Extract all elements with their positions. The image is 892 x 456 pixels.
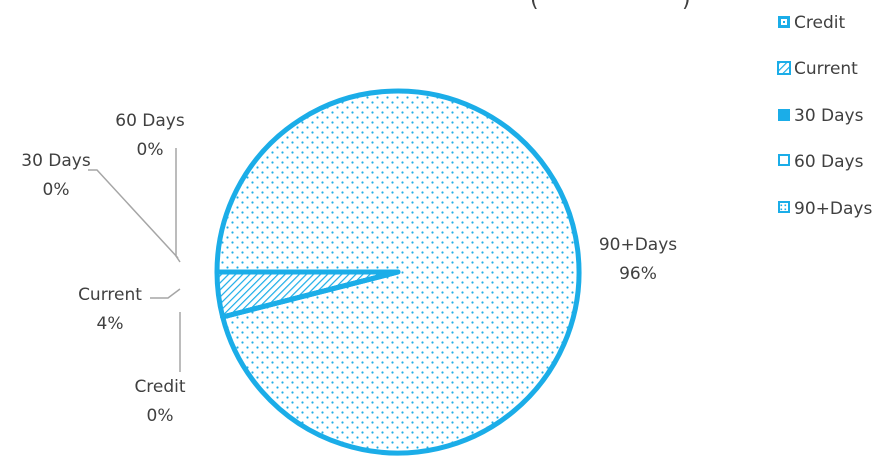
data-label-credit-name: Credit <box>134 377 185 397</box>
data-label-90-days-name: 90+Days <box>599 235 677 255</box>
data-label-current-name: Current <box>78 285 142 305</box>
chart-title-fragment-close: ) <box>682 0 691 12</box>
legend-swatch-30-days <box>778 109 790 121</box>
data-label-90-days-pct: 96% <box>619 264 657 284</box>
legend-item-60-days: 60 Days <box>778 152 864 172</box>
legend-item-90-days: 90+Days <box>778 199 872 219</box>
legend: Credit Current 30 Days 60 Days 90+Days <box>777 13 872 219</box>
legend-item-30-days: 30 Days <box>778 106 864 126</box>
pie-slice-credit <box>220 269 401 320</box>
legend-item-current: Current <box>777 59 858 79</box>
legend-label-credit: Credit <box>794 13 845 33</box>
data-label-60-days-pct: 0% <box>137 140 164 160</box>
legend-label-90-days: 90+Days <box>794 199 872 219</box>
data-label-current-pct: 4% <box>97 314 124 334</box>
data-label-30-days-name: 30 Days <box>21 151 91 171</box>
leader-line-60-days <box>175 148 181 263</box>
data-label-30-days-pct: 0% <box>43 180 70 200</box>
legend-label-current: Current <box>794 59 858 79</box>
legend-item-credit: Credit <box>778 13 845 33</box>
chart-title-fragment: ( <box>530 0 539 12</box>
legend-swatch-60-days <box>778 154 790 166</box>
leader-line-30-days <box>88 169 179 259</box>
legend-swatch-current <box>777 61 791 75</box>
data-label-60-days-name: 60 Days <box>115 111 185 131</box>
legend-swatch-90-days <box>778 201 790 213</box>
leader-lines <box>88 148 181 372</box>
legend-label-60-days: 60 Days <box>794 152 864 172</box>
leader-line-current <box>150 288 181 299</box>
legend-label-30-days: 30 Days <box>794 106 864 126</box>
data-label-credit-pct: 0% <box>147 406 174 426</box>
pie-slices <box>214 88 582 456</box>
